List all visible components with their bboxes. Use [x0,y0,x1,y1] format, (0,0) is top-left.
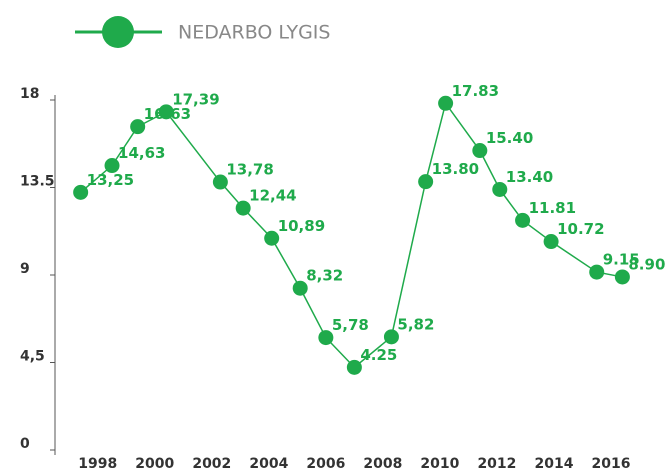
data-point [438,95,454,111]
data-label: 5,82 [397,315,434,333]
data-point [318,330,334,346]
x-tick-label: 2012 [477,456,516,472]
x-tick-label: 1998 [78,456,117,472]
data-point [104,158,120,174]
data-label: 13,25 [87,171,134,189]
data-point [472,143,488,159]
data-label: 5,78 [332,316,369,334]
data-point [515,212,531,228]
x-tick-label: 2008 [363,456,402,472]
x-tick-label: 2016 [591,456,630,472]
x-tick-label: 2000 [135,456,174,472]
data-label: 15.40 [486,129,533,147]
data-label: 4.25 [360,346,397,364]
data-label: 9.15 [603,251,640,269]
x-tick-label: 2014 [534,456,573,472]
legend-marker [102,16,134,48]
data-point [292,280,308,296]
data-point [130,119,146,135]
y-tick-label: 18 [20,86,39,102]
data-label: 13.40 [506,168,553,186]
legend-label: NEDARBO LYGIS [178,22,330,44]
y-tick-label: 0 [20,436,30,452]
data-point [418,174,434,190]
data-point [614,269,630,285]
data-point [492,181,508,197]
y-tick-label: 13.5 [20,174,55,190]
data-point [543,234,559,250]
data-label: 10.72 [557,220,604,238]
y-tick-label: 4,5 [20,349,45,365]
data-point [383,329,399,345]
data-point [73,184,89,200]
x-tick-label: 2004 [249,456,288,472]
data-label: 17.83 [452,82,499,100]
data-label: 17,39 [172,90,219,108]
data-label: 10,89 [278,217,325,235]
data-point [589,264,605,280]
data-point [346,359,362,375]
y-tick-label: 9 [20,261,30,277]
x-tick-label: 2010 [420,456,459,472]
data-label: 8.90 [628,255,665,273]
data-label: 12,44 [249,187,296,205]
data-label: 14,63 [118,144,165,162]
data-label: 11.81 [529,199,576,217]
x-tick-label: 2002 [192,456,231,472]
data-label: 13,78 [226,161,273,179]
data-label: 8,32 [306,267,343,285]
data-point [158,104,174,120]
data-label: 13.80 [432,160,479,178]
data-point [212,174,228,190]
x-tick-label: 2006 [306,456,345,472]
data-point [235,200,251,216]
data-point [264,230,280,246]
